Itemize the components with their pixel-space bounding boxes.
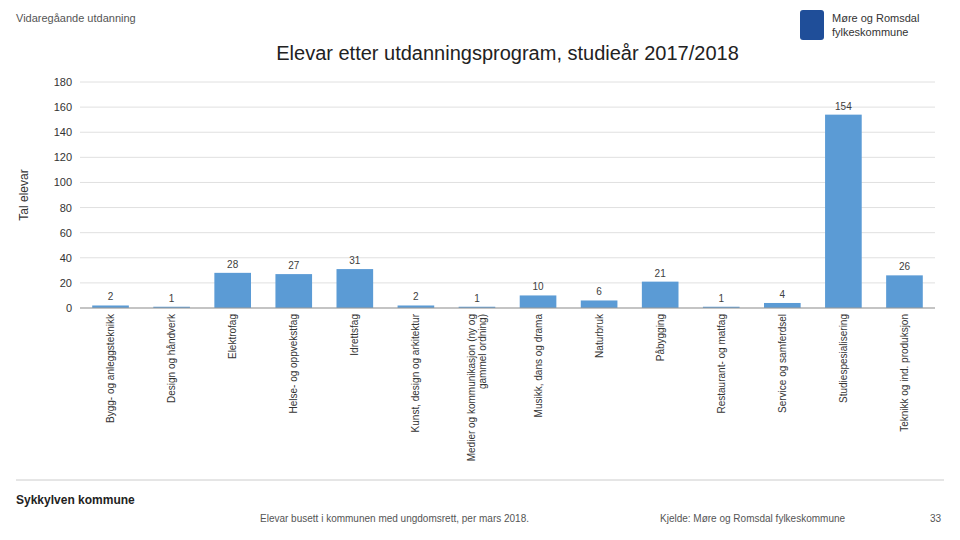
x-tick-label: Bygg- og anleggsteknikk (105, 313, 116, 423)
grid-line (80, 232, 935, 233)
data-label: 10 (532, 281, 544, 292)
data-label: 27 (288, 260, 300, 271)
footer-page: 33 (930, 513, 942, 524)
grid-line (80, 107, 935, 108)
x-tick-label-line: Idrettsfag (349, 314, 360, 356)
bar (886, 275, 923, 308)
data-label: 21 (655, 268, 667, 279)
x-tick-label: Naturbruk (594, 313, 605, 358)
x-tick-label-line: Design og håndverk (166, 313, 177, 403)
bar (275, 274, 312, 308)
x-tick-label-line: Naturbruk (594, 313, 605, 358)
chart-svg: Vidaregåande utdanning Møre og Romsdal fyl… (0, 0, 960, 540)
data-label: 1 (474, 293, 480, 304)
x-tick-label-line: Medier og kommunikasjon (ny og (466, 314, 477, 461)
x-tick-label: Idrettsfag (349, 314, 360, 356)
title: Elevar etter utdanningsprogram, studieår… (276, 42, 739, 64)
y-tick-label: 120 (54, 151, 72, 163)
data-label: 26 (899, 261, 911, 272)
x-tick-label-line: Bygg- og anleggsteknikk (105, 313, 116, 423)
x-tick-label-line: Helse- og oppvekstfag (288, 314, 299, 414)
bars (92, 115, 923, 308)
y-tick-label: 0 (66, 302, 72, 314)
grid-line (80, 282, 935, 283)
logo-text-line: fylkeskommune (832, 26, 908, 38)
logo-text-line: Møre og Romsdal (832, 12, 919, 24)
x-tick-label: Teknikk og ind. produksjon (899, 314, 910, 432)
footer-separator (16, 480, 944, 481)
x-tick-label-line: gammel ordning) (477, 314, 488, 389)
y-tick-label: 40 (60, 252, 72, 264)
grid-line (80, 308, 935, 309)
grid-line (80, 82, 935, 83)
grid-line (80, 207, 935, 208)
y-tick-label: 140 (54, 126, 72, 138)
data-label: 4 (780, 289, 786, 300)
data-label: 1 (169, 293, 175, 304)
x-tick-label: Restaurant- og matfag (716, 314, 727, 414)
x-tick-label-line: Elektrofag (227, 314, 238, 359)
grid-line (80, 257, 935, 258)
footer-left: Sykkylven kommune (16, 493, 135, 507)
data-label: 154 (835, 101, 852, 112)
y-axis-label: Tal elevar (17, 169, 31, 220)
x-tick-label: Design og håndverk (166, 313, 177, 403)
x-tick-label-line: Påbygging (655, 314, 666, 361)
grid (80, 82, 935, 308)
footer-right: Kjelde: Møre og Romsdal fylkeskommune (660, 513, 846, 524)
x-tick-label: Service og samferdsel (777, 314, 788, 413)
x-tick-label-line: Musikk, dans og drama (533, 314, 544, 418)
y-tick-label: 80 (60, 202, 72, 214)
x-tick-label: Studiespesialisering (838, 314, 849, 403)
x-axis-line (80, 308, 935, 309)
x-tick-label: Påbygging (655, 314, 666, 361)
x-tick-label: Musikk, dans og drama (533, 314, 544, 418)
bar (214, 273, 251, 308)
grid-line (80, 182, 935, 183)
y-tick-label: 100 (54, 176, 72, 188)
logo-text: Møre og Romsdal fylkeskommune (832, 12, 919, 38)
x-tick-label: Medier og kommunikasjon (ny oggammel ord… (466, 314, 488, 461)
logo-icon (800, 10, 824, 40)
footer-center: Elevar busett i kommunen med ungdomsrett… (260, 513, 529, 524)
bar (337, 269, 374, 308)
bar (764, 303, 801, 308)
bar (520, 295, 557, 308)
x-tick-label: Elektrofag (227, 314, 238, 359)
data-label: 28 (227, 259, 239, 270)
bar (825, 115, 862, 308)
y-tick-label: 160 (54, 101, 72, 113)
y-tick-label: 20 (60, 277, 72, 289)
header: Vidaregåande utdanning (16, 12, 136, 24)
x-tick-label-line: Studiespesialisering (838, 314, 849, 403)
data-label: 2 (108, 291, 114, 302)
y-tick-label: 60 (60, 227, 72, 239)
data-label: 1 (718, 293, 724, 304)
grid-line (80, 132, 935, 133)
data-label: 6 (596, 286, 602, 297)
x-tick-label-line: Teknikk og ind. produksjon (899, 314, 910, 432)
data-label: 31 (349, 255, 361, 266)
x-tick-label-line: Kunst, design og arkitektur (410, 313, 421, 432)
bar (642, 282, 679, 308)
grid-line (80, 157, 935, 158)
x-tick-label-line: Restaurant- og matfag (716, 314, 727, 414)
x-tick-label-line: Service og samferdsel (777, 314, 788, 413)
x-tick-label: Kunst, design og arkitektur (410, 313, 421, 432)
x-tick-label: Helse- og oppvekstfag (288, 314, 299, 414)
y-tick-label: 180 (54, 76, 72, 88)
data-label: 2 (413, 291, 419, 302)
bar (581, 300, 618, 308)
